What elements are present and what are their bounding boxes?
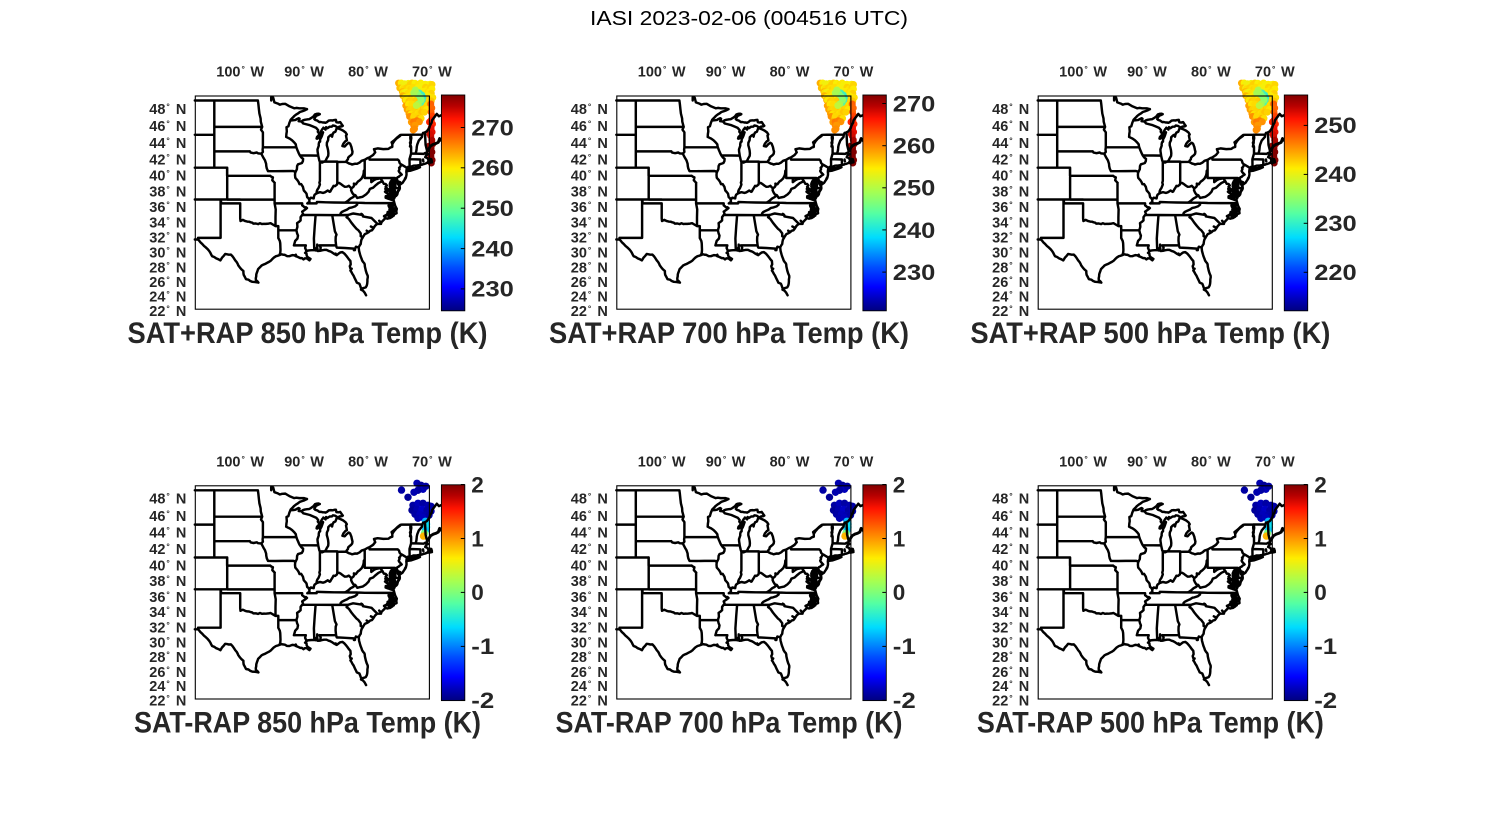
- svg-text:240: 240: [471, 236, 514, 261]
- svg-text:230: 230: [1314, 211, 1357, 236]
- svg-text:-2: -2: [893, 688, 916, 713]
- svg-text:SAT-RAP 850 hPa Temp (K): SAT-RAP 850 hPa Temp (K): [134, 707, 481, 740]
- svg-text:250: 250: [1314, 113, 1357, 138]
- svg-text:-1: -1: [471, 634, 494, 659]
- svg-text:IASI 2023-02-06 (004516 UTC): IASI 2023-02-06 (004516 UTC): [590, 8, 908, 30]
- svg-text:-2: -2: [1314, 688, 1337, 713]
- svg-text:260: 260: [471, 156, 514, 181]
- svg-text:0: 0: [893, 580, 906, 605]
- svg-text:230: 230: [893, 260, 936, 285]
- svg-text:SAT+RAP 500 hPa Temp (K): SAT+RAP 500 hPa Temp (K): [970, 317, 1330, 350]
- svg-text:-1: -1: [893, 634, 916, 659]
- svg-text:1: 1: [471, 526, 484, 551]
- svg-text:2: 2: [471, 472, 484, 497]
- svg-text:1: 1: [893, 526, 906, 551]
- svg-text:SAT-RAP 700 hPa Temp (K): SAT-RAP 700 hPa Temp (K): [556, 707, 903, 740]
- svg-text:SAT-RAP 500 hPa Temp (K): SAT-RAP 500 hPa Temp (K): [977, 707, 1324, 740]
- svg-text:-2: -2: [471, 688, 494, 713]
- svg-text:SAT+RAP 850 hPa Temp (K): SAT+RAP 850 hPa Temp (K): [127, 317, 487, 350]
- svg-text:240: 240: [893, 218, 936, 243]
- svg-text:230: 230: [471, 277, 514, 302]
- svg-text:2: 2: [1314, 472, 1327, 497]
- svg-text:1: 1: [1314, 526, 1327, 551]
- svg-text:250: 250: [471, 196, 514, 221]
- svg-text:2: 2: [893, 472, 906, 497]
- svg-text:0: 0: [471, 580, 484, 605]
- svg-text:220: 220: [1314, 260, 1357, 285]
- svg-text:260: 260: [893, 134, 936, 159]
- svg-text:-1: -1: [1314, 634, 1337, 659]
- svg-text:0: 0: [1314, 580, 1327, 605]
- svg-text:270: 270: [893, 91, 936, 116]
- svg-text:SAT+RAP 700 hPa Temp (K): SAT+RAP 700 hPa Temp (K): [549, 317, 909, 350]
- svg-text:240: 240: [1314, 162, 1357, 187]
- svg-text:250: 250: [893, 176, 936, 201]
- svg-text:270: 270: [471, 115, 514, 140]
